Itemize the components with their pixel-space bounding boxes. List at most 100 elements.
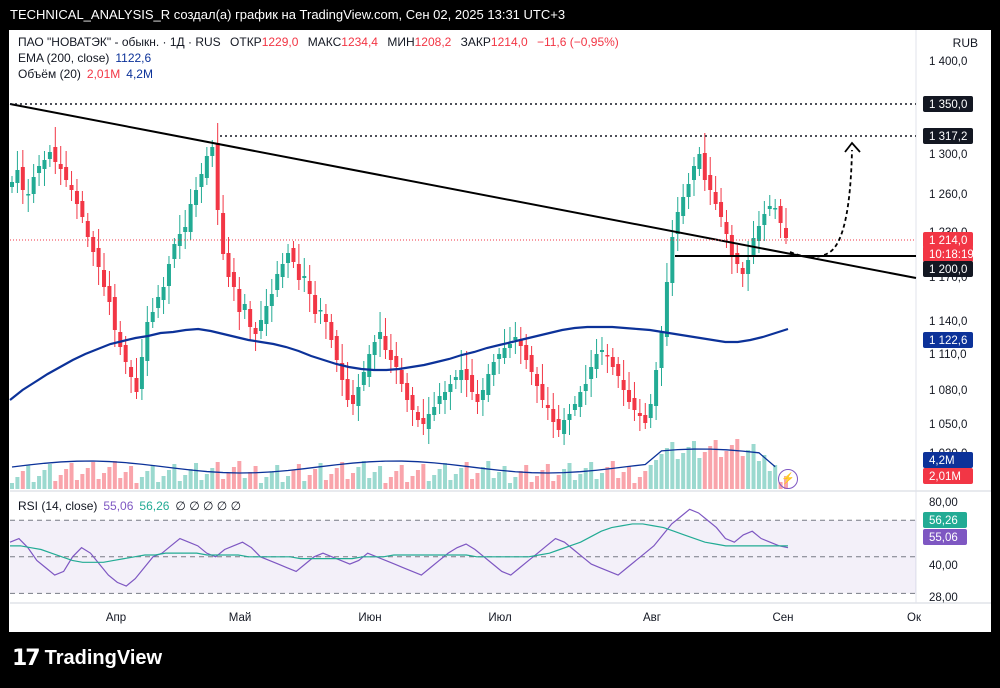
volume-bar xyxy=(286,476,291,489)
rsi-legend[interactable]: RSI (14, close) 55,06 56,26 ∅ ∅ ∅ ∅ ∅ xyxy=(18,499,241,513)
volume-bar xyxy=(291,470,296,489)
candle-body xyxy=(53,147,58,162)
volume-bar xyxy=(507,483,512,489)
volume-bar xyxy=(529,482,534,489)
candle-body xyxy=(605,355,610,357)
change-value: −11,6 (−0,95%) xyxy=(536,35,619,49)
candle-body xyxy=(204,156,209,178)
candle-body xyxy=(183,227,188,232)
candle-body xyxy=(383,336,388,350)
volume-bar xyxy=(134,483,139,489)
candle-body xyxy=(556,419,561,430)
candle-body xyxy=(194,190,199,205)
candle-body xyxy=(237,289,242,312)
candle-body xyxy=(291,248,296,262)
volume-bar xyxy=(648,465,653,489)
volume-bar xyxy=(318,463,323,489)
volume-bar xyxy=(719,457,724,489)
candle-body xyxy=(691,166,696,180)
rsi-ma-value: 56,26 xyxy=(139,499,170,513)
candle-body xyxy=(361,372,366,385)
volume-bar xyxy=(221,479,226,489)
candle-body xyxy=(545,405,550,408)
symbol-title[interactable]: ПАО "НОВАТЭК" - обыкн. · 1Д · RUS xyxy=(18,35,221,49)
price-tag-label: 1 317,2 xyxy=(929,131,967,143)
high-label: МАКС xyxy=(307,35,342,49)
candle-body xyxy=(708,175,713,190)
price-tick-label: 1 110,0 xyxy=(929,349,967,361)
volume-legend[interactable]: Объём (20) 2,01M 4,2M xyxy=(18,67,153,81)
price-tag-box xyxy=(923,468,973,484)
volume-bar xyxy=(26,465,31,489)
volume-bar xyxy=(643,471,648,489)
volume-bar xyxy=(410,476,415,489)
candles xyxy=(10,123,788,445)
rsi-line xyxy=(9,508,789,587)
projection-arrow xyxy=(789,149,853,258)
volume-bar xyxy=(20,471,25,489)
candle-body xyxy=(264,306,269,324)
lightning-icon[interactable]: ⚡ xyxy=(778,469,798,489)
branding-bar xyxy=(0,632,1000,688)
rsi-tag-box xyxy=(923,529,967,545)
candle-body xyxy=(524,345,529,360)
candle-body xyxy=(318,310,323,312)
volume-bar xyxy=(583,468,588,489)
rsi-empty-values: ∅ ∅ ∅ ∅ ∅ xyxy=(175,499,242,513)
candle-body xyxy=(248,309,253,327)
attribution-bar: TECHNICAL_ANALYSIS_R создал(а) график на… xyxy=(0,0,1000,30)
price-tag: 2,01M xyxy=(923,468,973,484)
volume-bar xyxy=(367,478,372,489)
candle-body xyxy=(459,370,464,380)
currency-label[interactable]: RUB xyxy=(952,36,978,50)
ema-legend[interactable]: EMA (200, close) 1122,6 xyxy=(18,51,151,65)
candle-body xyxy=(778,206,783,223)
volume-bar xyxy=(453,474,458,489)
volume-bar xyxy=(258,483,263,489)
candle-body xyxy=(307,281,312,294)
price-tag-box xyxy=(923,261,973,277)
volume-bar xyxy=(269,471,274,489)
candle-body xyxy=(610,357,615,367)
volume-bar xyxy=(443,463,448,489)
volume-bar xyxy=(394,471,399,489)
candle-body xyxy=(643,415,648,423)
volume-bar xyxy=(740,456,745,489)
candle-body xyxy=(681,197,686,216)
volume-bar xyxy=(610,461,615,489)
price-tag: 10:18:19 xyxy=(923,246,974,262)
volume-bar xyxy=(599,473,604,489)
candle-body xyxy=(296,264,301,280)
candle-body xyxy=(578,392,583,407)
volume-bar xyxy=(751,444,756,489)
volume-bar xyxy=(578,474,583,489)
volume-bar xyxy=(302,481,307,489)
volume-bar xyxy=(340,462,345,489)
volume-bar xyxy=(659,454,664,489)
ema-label: EMA (200, close) xyxy=(18,51,110,65)
volume-bar xyxy=(264,477,269,489)
volume-bar xyxy=(681,453,686,489)
tradingview-logo[interactable]: 17 TradingView xyxy=(12,646,162,671)
ema-value: 1122,6 xyxy=(115,51,152,65)
volume-bar xyxy=(675,459,680,489)
volume-bar xyxy=(491,478,496,489)
candle-body xyxy=(134,378,139,392)
candle-body xyxy=(740,268,745,274)
rsi-label: RSI (14, close) xyxy=(18,499,98,513)
volume-bar xyxy=(535,476,540,489)
volume-bar xyxy=(80,474,85,489)
volume-bar xyxy=(551,481,556,489)
volume-bar xyxy=(172,464,177,489)
volume-bar xyxy=(497,472,502,489)
candle-body xyxy=(410,395,415,410)
volume-bar xyxy=(112,461,117,489)
candle-body xyxy=(15,170,20,183)
candle-body xyxy=(686,184,691,197)
rsi-ma-line xyxy=(10,523,788,563)
volume-bar xyxy=(199,480,204,489)
candle-body xyxy=(415,412,420,420)
candle-body xyxy=(269,294,274,306)
volume-bar xyxy=(383,483,388,489)
